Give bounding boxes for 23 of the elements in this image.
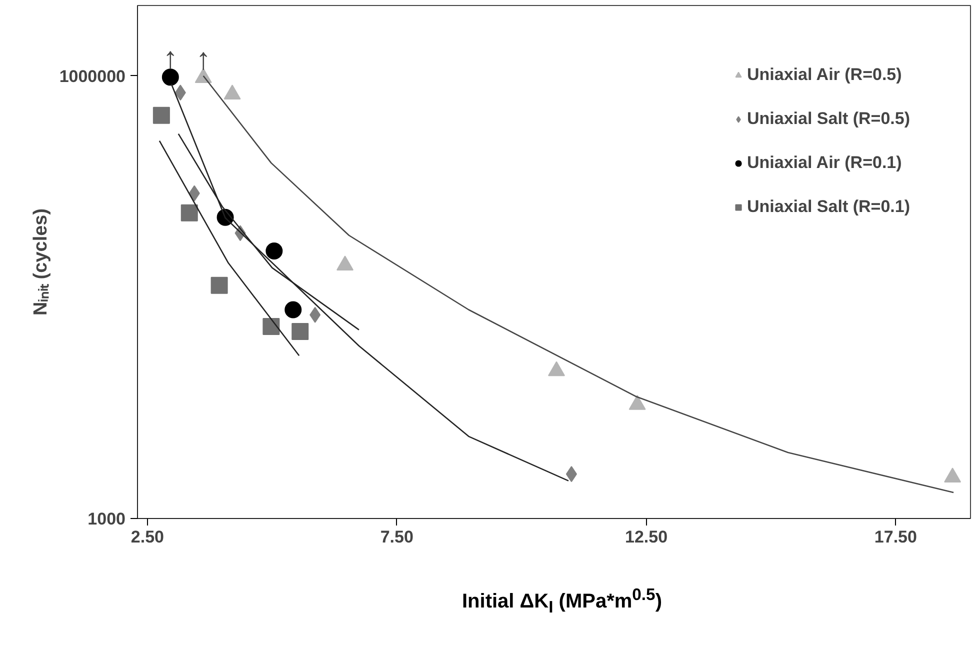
x-axis-title: Initial ΔK$_{I}$ (MPa*m$^{0.5}$) <box>462 584 662 619</box>
legend-label: Uniaxial Salt (R=0.1) <box>747 197 910 217</box>
legend-label: Uniaxial Air (R=0.5) <box>747 65 902 85</box>
y-tick-label: 1000 <box>88 510 126 528</box>
y-tick-label: 1000000 <box>59 66 126 86</box>
point <box>262 318 280 336</box>
legend-label: Uniaxial Salt (R=0.5) <box>747 109 910 129</box>
annotation: ↑ <box>162 42 178 76</box>
point <box>210 276 228 294</box>
x-tick-label: 17.50 <box>874 528 917 546</box>
annotation: ↑ <box>196 42 211 76</box>
point <box>162 68 179 86</box>
point <box>266 242 283 260</box>
line-series <box>178 133 360 330</box>
x-tick-label: 2.50 <box>130 528 164 546</box>
x-tick-label: 12.50 <box>625 528 668 546</box>
point <box>180 204 198 222</box>
x-tick-label: 7.50 <box>380 528 414 546</box>
y-axis-title: Nᵢₙᵢₜ (cycles) <box>30 208 52 316</box>
legend-label: Uniaxial Air (R=0.1) <box>747 153 902 173</box>
point <box>152 106 170 124</box>
point <box>292 323 309 340</box>
point <box>284 301 302 318</box>
